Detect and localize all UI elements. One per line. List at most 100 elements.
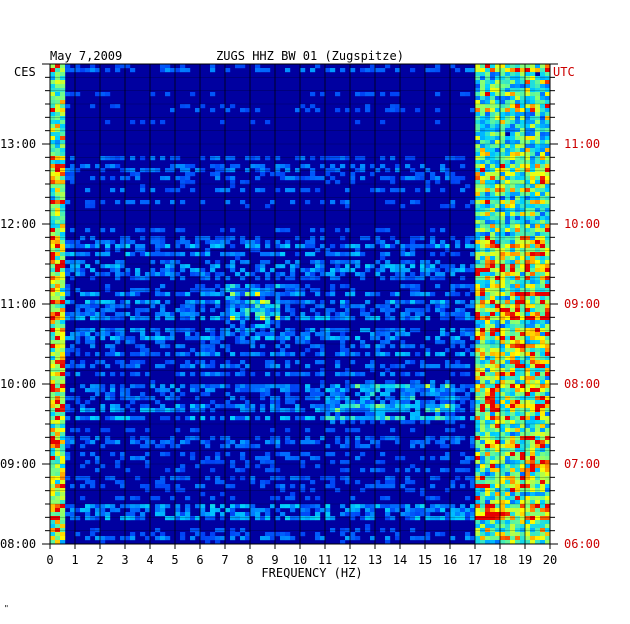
heatmap-cell [220, 188, 226, 193]
heatmap-cell [245, 288, 251, 293]
heatmap-cell [120, 240, 126, 245]
heatmap-cell [400, 340, 406, 345]
heatmap-cell [225, 436, 231, 441]
heatmap-cell [250, 372, 256, 377]
heatmap-cell [490, 472, 496, 477]
heatmap-cell [245, 400, 251, 405]
heatmap-cell [535, 532, 541, 537]
heatmap-cell [380, 120, 386, 125]
heatmap-cell [230, 440, 236, 445]
heatmap-cell [525, 528, 531, 533]
heatmap-cell [205, 252, 211, 257]
heatmap-cell [60, 500, 66, 505]
heatmap-cell [155, 168, 161, 173]
heatmap-cell [510, 84, 516, 89]
heatmap-cell [250, 120, 256, 125]
heatmap-cell [70, 92, 76, 97]
heatmap-cell [530, 80, 536, 85]
heatmap-cell [325, 508, 331, 513]
heatmap-cell [510, 444, 516, 449]
heatmap-cell [405, 476, 411, 481]
heatmap-cell [425, 348, 431, 353]
heatmap-cell [500, 264, 506, 269]
heatmap-cell [165, 488, 171, 493]
heatmap-cell [470, 436, 476, 441]
heatmap-cell [540, 80, 546, 85]
heatmap-cell [325, 512, 331, 517]
heatmap-cell [490, 124, 496, 129]
heatmap-cell [495, 112, 501, 117]
heatmap-cell [405, 508, 411, 513]
heatmap-cell [530, 376, 536, 381]
heatmap-cell [85, 400, 91, 405]
heatmap-cell [520, 392, 526, 397]
heatmap-cell [500, 304, 506, 309]
heatmap-cell [275, 188, 281, 193]
heatmap-cell [280, 452, 286, 457]
heatmap-cell [70, 332, 76, 337]
heatmap-cell [475, 296, 481, 301]
heatmap-cell [545, 140, 551, 145]
heatmap-cell [310, 240, 316, 245]
heatmap-cell [370, 364, 376, 369]
heatmap-cell [210, 336, 216, 341]
heatmap-cell [55, 300, 61, 305]
heatmap-cell [50, 528, 56, 533]
heatmap-cell [245, 460, 251, 465]
heatmap-cell [400, 396, 406, 401]
heatmap-cell [170, 384, 176, 389]
heatmap-cell [545, 348, 551, 353]
heatmap-cell [360, 384, 366, 389]
heatmap-cell [525, 72, 531, 77]
heatmap-cell [525, 400, 531, 405]
heatmap-cell [60, 516, 66, 521]
heatmap-cell [515, 328, 521, 333]
heatmap-cell [280, 476, 286, 481]
heatmap-cell [260, 164, 266, 169]
heatmap-cell [210, 496, 216, 501]
heatmap-cell [530, 188, 536, 193]
heatmap-cell [505, 72, 511, 77]
heatmap-cell [420, 512, 426, 517]
heatmap-cell [230, 528, 236, 533]
heatmap-cell [60, 104, 66, 109]
heatmap-cell [495, 208, 501, 213]
heatmap-cell [525, 532, 531, 537]
heatmap-cell [520, 268, 526, 273]
heatmap-cell [120, 452, 126, 457]
heatmap-cell [275, 312, 281, 317]
heatmap-cell [235, 384, 241, 389]
heatmap-cell [530, 296, 536, 301]
heatmap-cell [545, 432, 551, 437]
heatmap-cell [140, 252, 146, 257]
heatmap-cell [485, 260, 491, 265]
heatmap-cell [445, 456, 451, 461]
heatmap-cell [530, 532, 536, 537]
heatmap-cell [175, 188, 181, 193]
heatmap-cell [535, 216, 541, 221]
heatmap-cell [480, 464, 486, 469]
heatmap-cell [160, 64, 166, 69]
heatmap-cell [125, 252, 131, 257]
heatmap-cell [335, 268, 341, 273]
heatmap-cell [60, 504, 66, 509]
heatmap-cell [480, 512, 486, 517]
heatmap-cell [540, 176, 546, 181]
heatmap-cell [240, 440, 246, 445]
heatmap-cell [75, 272, 81, 277]
heatmap-cell [55, 128, 61, 133]
heatmap-cell [200, 532, 206, 537]
heatmap-cell [225, 296, 231, 301]
heatmap-cell [500, 280, 506, 285]
heatmap-cell [215, 452, 221, 457]
heatmap-cell [385, 392, 391, 397]
heatmap-cell [430, 496, 436, 501]
heatmap-cell [535, 340, 541, 345]
heatmap-cell [530, 396, 536, 401]
heatmap-cell [235, 372, 241, 377]
heatmap-cell [325, 252, 331, 257]
heatmap-cell [515, 128, 521, 133]
heatmap-cell [50, 428, 56, 433]
heatmap-cell [530, 244, 536, 249]
heatmap-cell [200, 340, 206, 345]
